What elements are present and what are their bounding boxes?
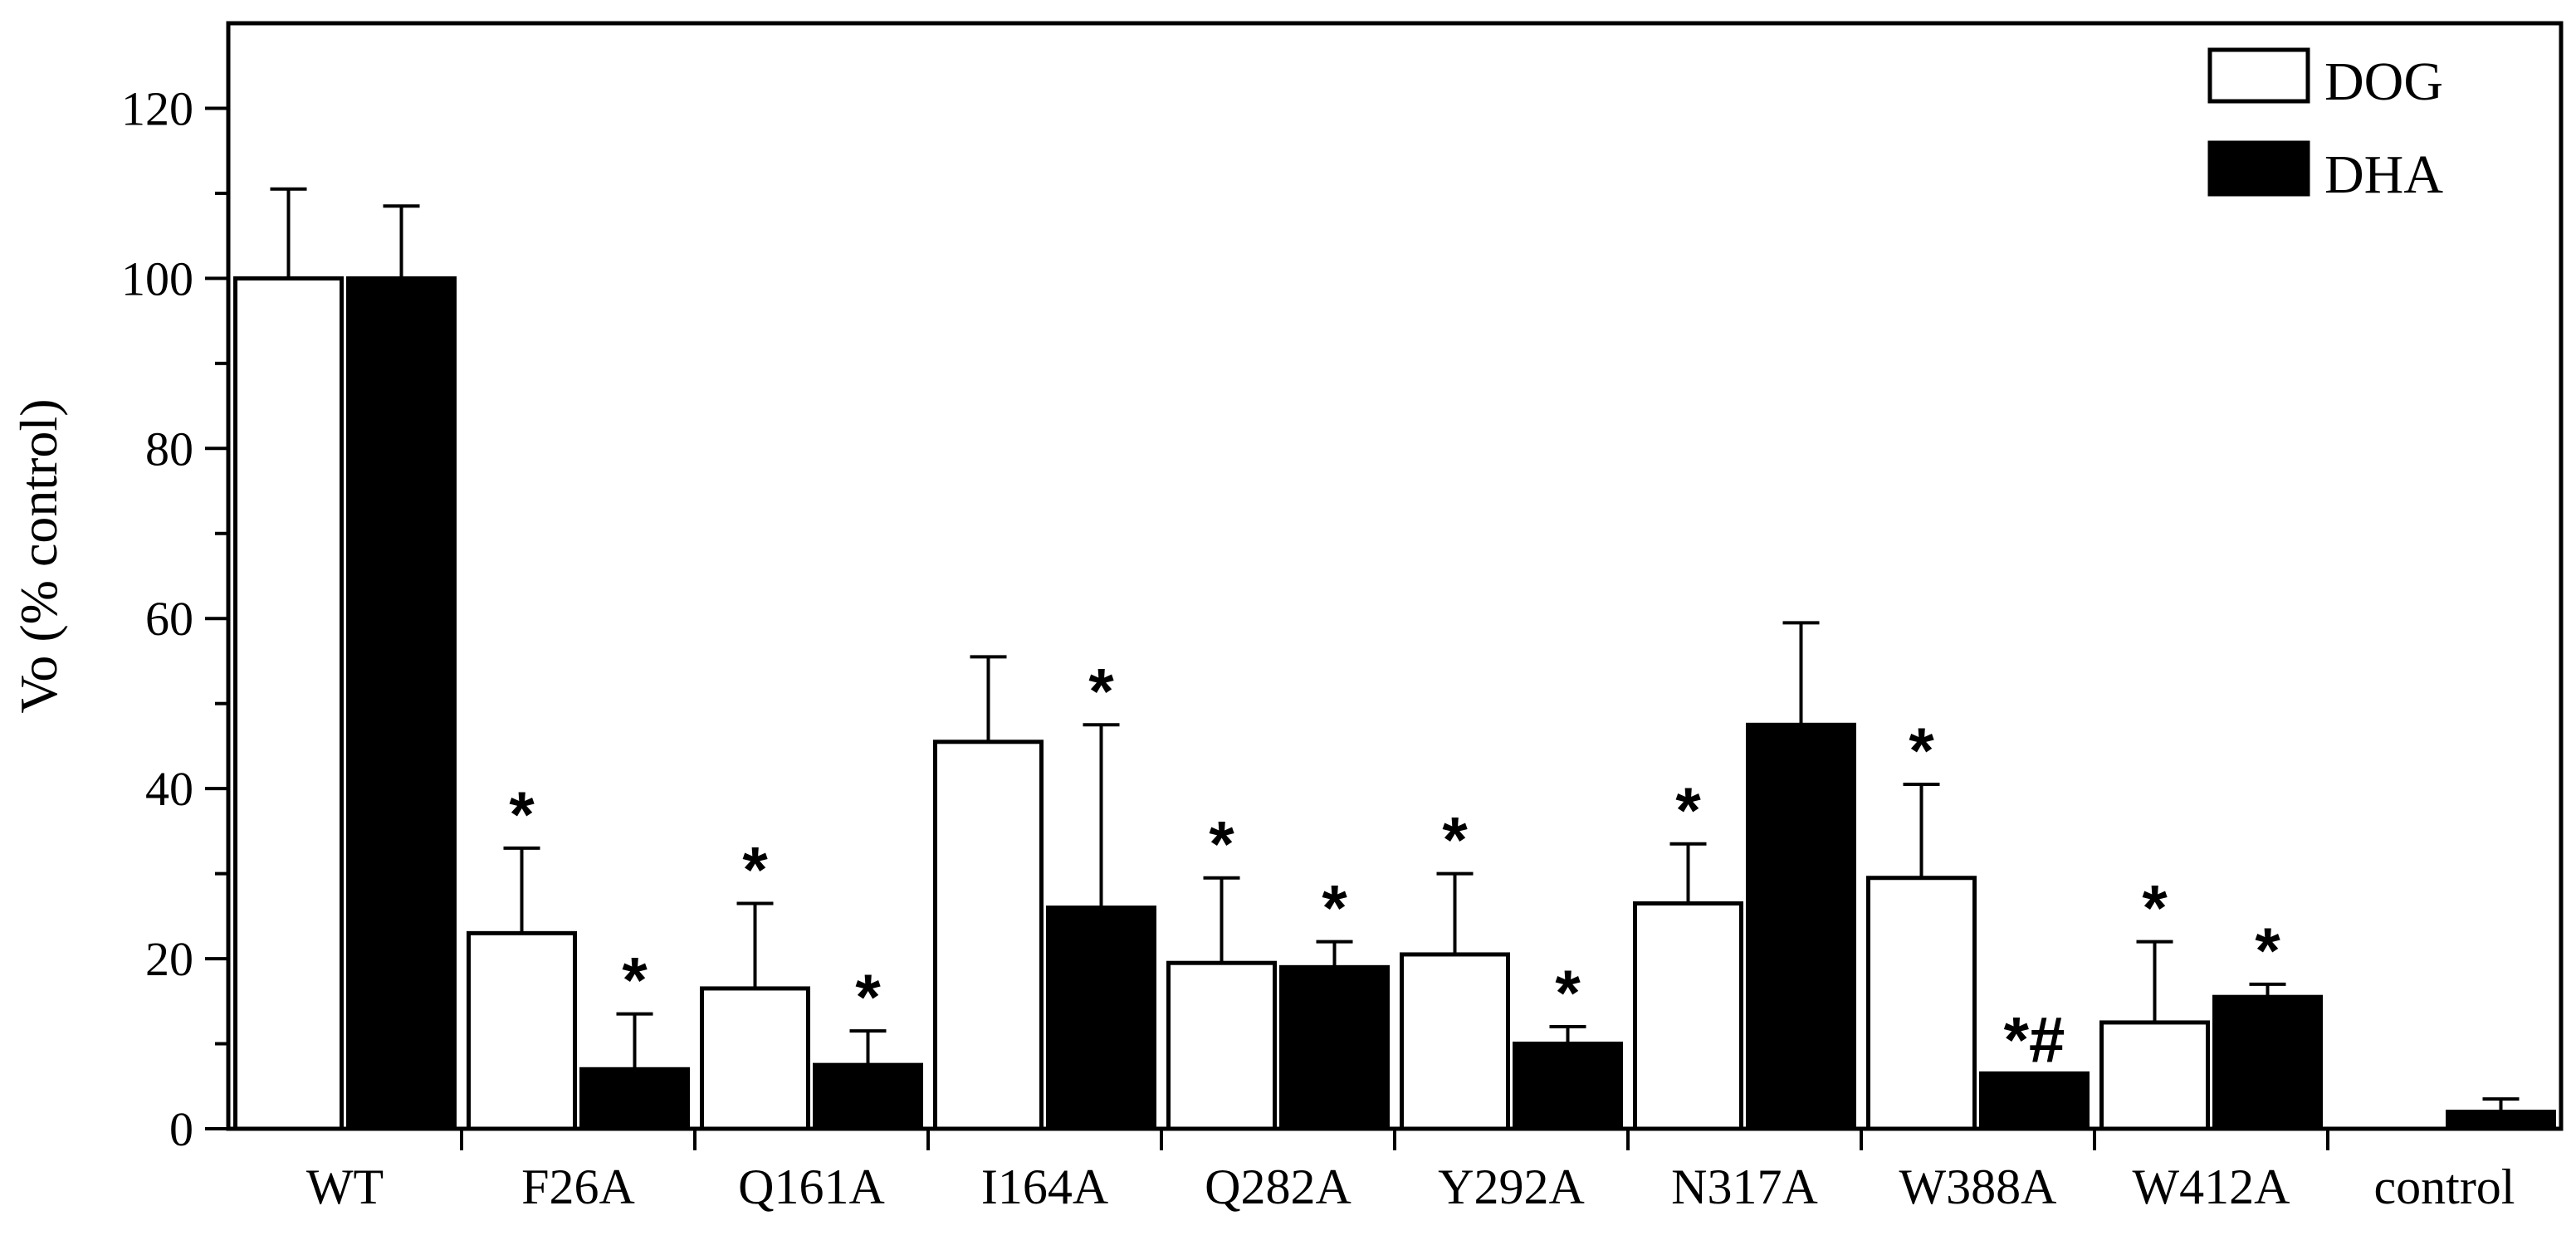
bar-dha: [1746, 722, 1856, 1131]
bar-dog: [1166, 960, 1277, 1131]
legend: DOG DHA: [2207, 47, 2443, 205]
plot-area: 0 20 40 60 80 100 120 WT F26A Q161A I164A Q282A Y292…: [121, 21, 2564, 1214]
y-tick-label: 60: [145, 592, 193, 646]
bar-dog: [2099, 1020, 2210, 1131]
x-tick-label: N317A: [1671, 1159, 1818, 1214]
significance-marker: *: [2142, 871, 2168, 945]
significance-marker: *: [1442, 803, 1468, 876]
x-tick-label: WT: [306, 1159, 384, 1214]
significance-marker: *: [1209, 808, 1234, 881]
significance-marker: *: [1555, 956, 1581, 1029]
bar-dog: [700, 986, 810, 1131]
y-tick-label: 80: [145, 422, 193, 476]
bar-dog: [1400, 952, 1510, 1131]
y-tick-label: 100: [121, 251, 193, 305]
bar-dha: [813, 1062, 923, 1131]
bar-dha: [1046, 906, 1156, 1131]
y-tick-label: 0: [169, 1102, 193, 1156]
significance-marker: *: [1909, 714, 1934, 787]
bar-dha: [2212, 994, 2323, 1131]
significance-marker: *: [742, 832, 768, 906]
bar-dog: [233, 276, 344, 1131]
bar-dog: [933, 740, 1044, 1131]
y-tick-label: 20: [145, 932, 193, 986]
bar-dha: [1513, 1042, 1623, 1131]
x-tick-label: I164A: [981, 1159, 1108, 1214]
x-tick-label: Q161A: [738, 1159, 885, 1214]
x-tick-label: W412A: [2133, 1159, 2290, 1214]
legend-swatch-dha: [2207, 140, 2310, 197]
significance-marker: *#: [2004, 1003, 2065, 1076]
x-tick-label: Q282A: [1205, 1159, 1352, 1214]
x-tick-label: Y292A: [1438, 1159, 1585, 1214]
significance-marker: *: [1088, 654, 1114, 727]
significance-marker: *: [509, 778, 535, 851]
significance-marker: *: [1675, 774, 1701, 847]
x-tick-label: control: [2374, 1159, 2515, 1214]
bar-dog: [1633, 901, 1743, 1131]
y-axis-label: Vo (% control): [9, 398, 68, 713]
significance-marker: *: [1322, 871, 1347, 945]
legend-label-dog: DOG: [2324, 51, 2443, 112]
significance-marker: *: [622, 944, 648, 1017]
significance-marker: *: [855, 960, 881, 1033]
legend-swatch-dog: [2207, 47, 2310, 104]
y-tick-label: 120: [121, 81, 193, 135]
bar-dog: [467, 930, 577, 1131]
x-tick-label: W388A: [1899, 1159, 2057, 1214]
significance-marker: *: [2255, 914, 2280, 987]
y-tick-label: 40: [145, 762, 193, 816]
bar-dha: [346, 276, 457, 1131]
x-tick-label: F26A: [521, 1159, 635, 1214]
bar-dha: [1279, 964, 1390, 1131]
bar-dog: [1866, 876, 1977, 1131]
bar-dha: [579, 1067, 690, 1131]
bar-dha: [1979, 1071, 2090, 1131]
legend-label-dha: DHA: [2324, 144, 2443, 205]
bar-dha: [2446, 1110, 2556, 1131]
